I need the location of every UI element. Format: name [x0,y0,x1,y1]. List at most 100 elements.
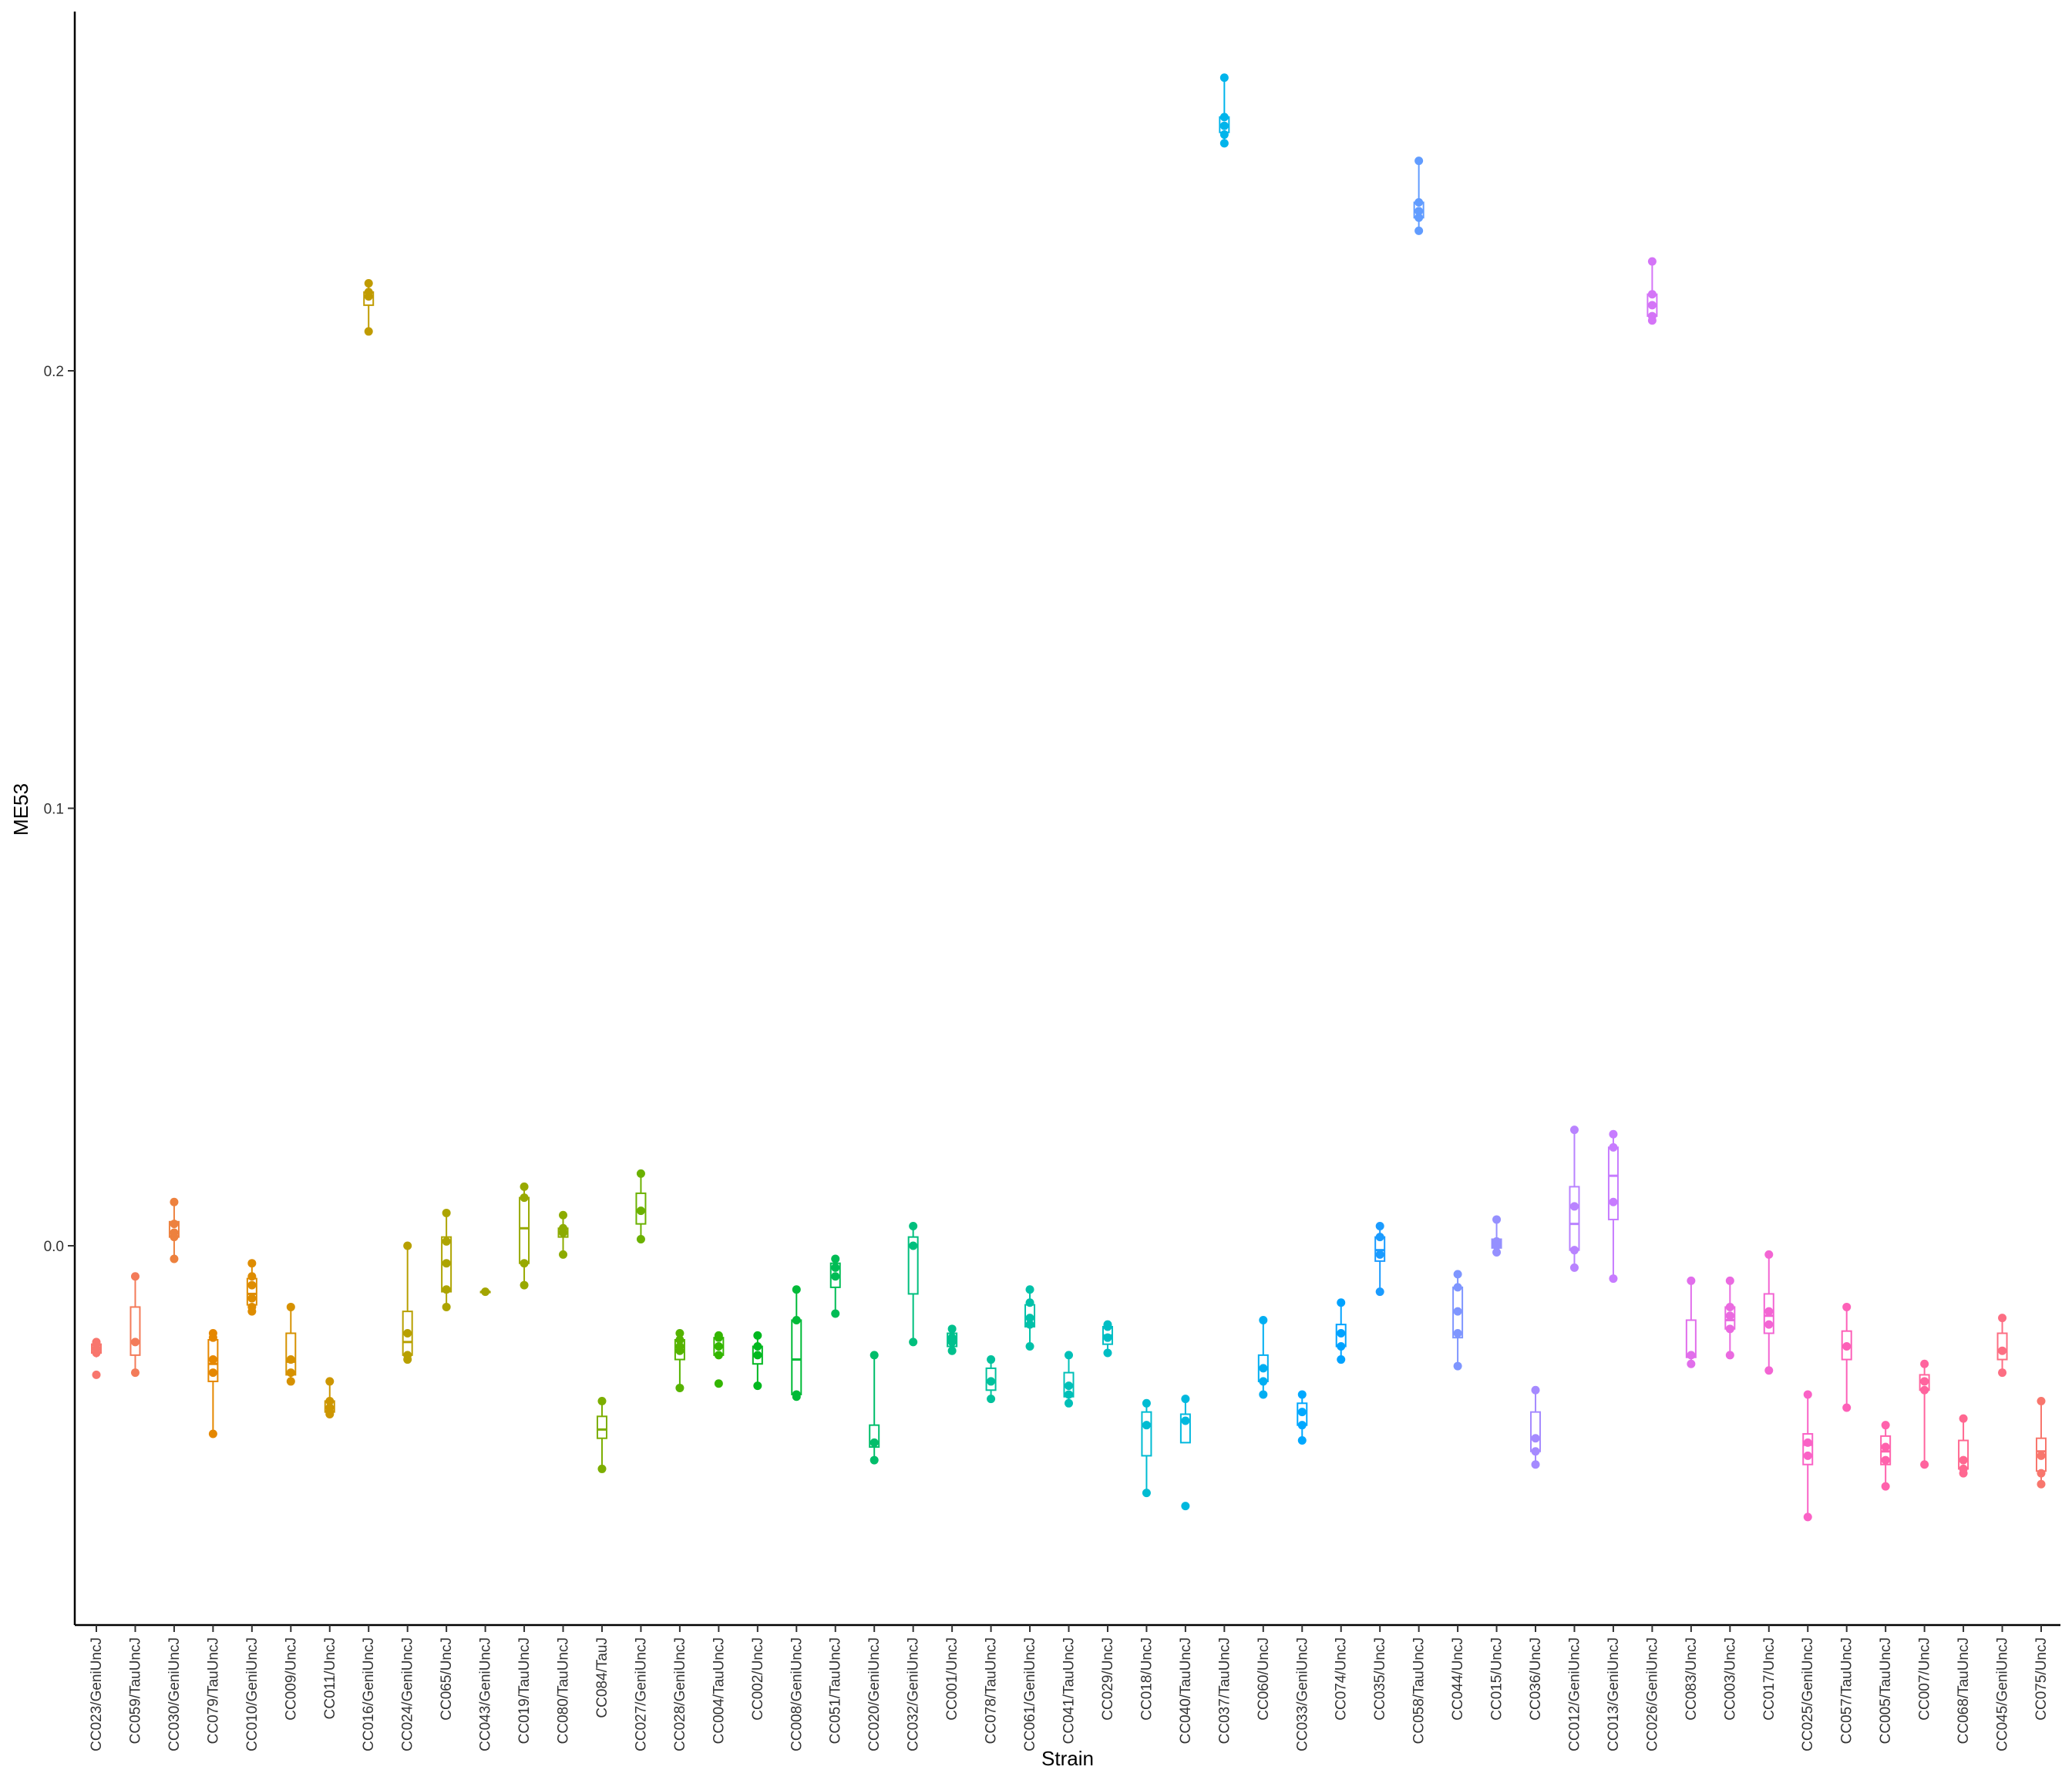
data-point [1025,1342,1034,1351]
x-tick-label: CC019/TauUncJ [516,1637,533,1744]
box-group [402,1246,413,1360]
data-point [1687,1359,1696,1368]
x-tick-label: CC075/UncJ [2033,1637,2050,1721]
x-tick-label: CC025/GeniUncJ [1800,1637,1816,1751]
data-point [1025,1298,1034,1307]
data-point [92,1338,101,1347]
data-point [1803,1390,1812,1399]
data-point [1609,1142,1618,1152]
data-point [987,1355,996,1364]
data-point [1181,1395,1190,1404]
data-point [286,1302,295,1311]
x-tick-label: CC023/GeniUncJ [89,1637,105,1751]
data-point [1259,1377,1268,1386]
data-point [170,1220,179,1229]
data-point [2037,1451,2046,1460]
data-point [1687,1276,1696,1285]
data-point [1881,1442,1890,1452]
x-tick-label: CC074/UncJ [1334,1637,1350,1721]
box-group [1841,1307,1852,1408]
data-point [1881,1421,1890,1430]
box-iqr [1607,1146,1619,1220]
data-point [831,1272,840,1281]
data-point [1414,226,1424,235]
x-tick-label: CC029/UncJ [1100,1637,1116,1721]
data-point [559,1250,568,1259]
data-point [714,1351,723,1360]
data-point [247,1280,257,1290]
x-tick-label: CC012/GeniUncJ [1566,1637,1583,1751]
data-point [1687,1351,1696,1360]
x-tick-label: CC065/UncJ [439,1637,455,1721]
x-tick-label: CC010/GeniUncJ [244,1637,261,1751]
data-point [1842,1342,1852,1351]
x-tick-label: CC040/TauUncJ [1178,1637,1194,1744]
data-point [1297,1390,1307,1399]
x-tick-label: CC045/GeniUncJ [1995,1637,2011,1751]
data-point [909,1221,918,1230]
x-tick-label: CC003/UncJ [1722,1637,1738,1721]
data-point [909,1241,918,1250]
data-point [170,1228,179,1237]
data-point [442,1208,451,1217]
data-point [1453,1361,1462,1371]
x-tick-label: CC005/TauUncJ [1878,1637,1894,1744]
x-tick-label: CC013/GeniUncJ [1606,1637,1622,1751]
data-point [1375,1221,1384,1230]
data-point [208,1329,217,1338]
x-tick-label: CC058/TauUncJ [1411,1637,1428,1744]
data-point [947,1333,957,1342]
data-point [520,1182,529,1191]
data-point [1920,1377,1929,1386]
data-point [1998,1346,2007,1355]
box-iqr [791,1319,802,1395]
data-point [987,1377,996,1386]
box-iqr [596,1415,607,1439]
data-point [2037,1469,2046,1478]
box-group [791,1289,802,1397]
x-tick-label: CC084/TauJ [594,1637,610,1718]
x-tick-label: CC007/UncJ [1917,1637,1933,1721]
x-tick-label: CC004/TauUncJ [711,1637,727,1744]
x-axis-title: Strain [1041,1747,1094,1770]
data-point [1297,1436,1307,1445]
data-point [753,1331,762,1340]
data-point [792,1285,801,1294]
box-group [596,1401,607,1469]
data-point [1959,1455,1968,1465]
x-tick-label: CC061/GeniUncJ [1022,1637,1038,1751]
data-point [1375,1233,1384,1242]
x-tick-label: CC008/GeniUncJ [789,1637,805,1751]
data-point [1531,1385,1540,1395]
data-point [520,1259,529,1268]
y-tick-label: 0.1 [44,802,64,818]
box-group [1607,1134,1619,1279]
data-point [325,1396,335,1405]
data-point [364,327,373,336]
data-point [714,1331,723,1340]
data-point [1142,1398,1151,1408]
x-tick-label: CC032/GeniUncJ [906,1637,922,1751]
data-point [792,1390,801,1399]
data-point [1531,1434,1540,1443]
data-point [559,1223,568,1233]
data-point [753,1381,762,1391]
x-tick-label: CC028/GeniUncJ [672,1637,688,1751]
data-point [909,1338,918,1347]
data-point [1569,1263,1579,1272]
data-point [403,1351,412,1360]
data-point [753,1351,762,1360]
x-tick-label: CC068/TauUncJ [1956,1637,1972,1744]
data-point [1725,1324,1734,1334]
data-point [947,1346,957,1355]
data-point [1337,1329,1346,1338]
data-point [947,1324,957,1334]
data-point [1142,1489,1151,1498]
data-point [1259,1390,1268,1399]
data-point [1842,1302,1852,1311]
box-iqr [907,1236,919,1295]
data-point [364,279,373,288]
data-point [1065,1381,1073,1391]
data-point [597,1464,607,1473]
